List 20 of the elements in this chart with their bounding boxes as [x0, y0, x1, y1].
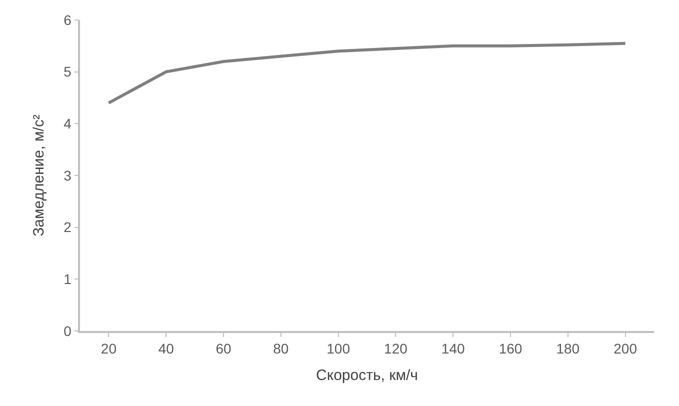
- y-tick-label: 6: [64, 12, 72, 28]
- line-series: [107, 42, 627, 104]
- y-axis-title: Замедление, м/с²: [30, 114, 48, 236]
- y-tick-label: 4: [64, 116, 72, 132]
- y-tick-label: 3: [64, 167, 72, 184]
- x-tick-label: 20: [100, 340, 117, 357]
- y-tick-label: 0: [64, 322, 72, 339]
- y-tick-label: 1: [64, 271, 72, 288]
- y-tick-label: 5: [64, 64, 72, 80]
- x-tick-label: 100: [326, 340, 350, 357]
- x-tick-label: 200: [614, 340, 638, 357]
- x-tick-label: 120: [384, 340, 408, 357]
- x-tick-label: 160: [498, 340, 522, 357]
- y-tick-label: 2: [64, 219, 72, 236]
- x-tick-label: 80: [273, 340, 289, 357]
- x-tick-label: 60: [216, 340, 232, 357]
- x-tick-label: 140: [441, 340, 465, 357]
- x-axis-title: Скорость, км/ч: [316, 367, 418, 384]
- x-tick-label: 180: [556, 340, 580, 357]
- x-tick-label: 40: [158, 340, 174, 357]
